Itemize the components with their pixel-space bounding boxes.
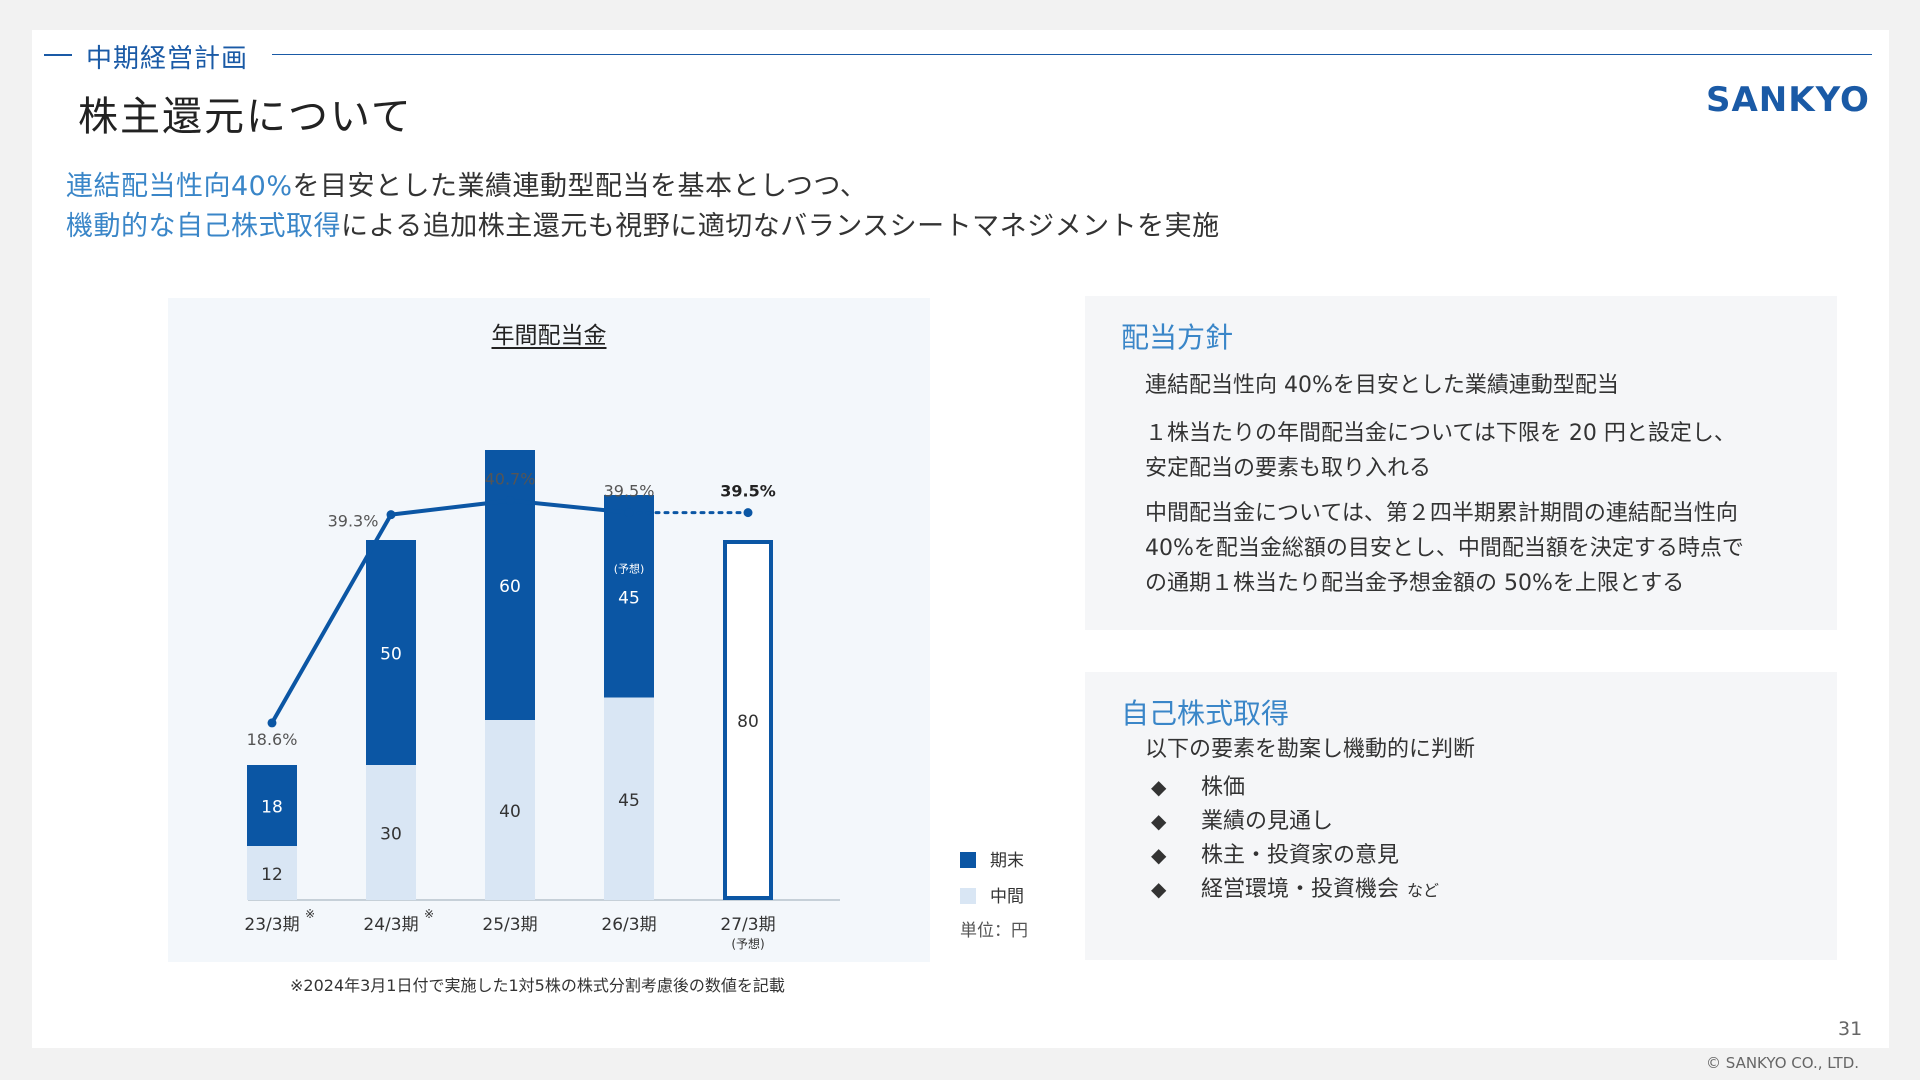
bar-forecast-note: (予想) — [614, 561, 645, 575]
payout-ratio-label: 40.7% — [485, 470, 536, 489]
lead-line-1-highlight: 連結配当性向40% — [66, 171, 293, 202]
chart-title: 年間配当金 — [491, 323, 607, 349]
section-rule-left — [44, 54, 72, 56]
list-item-suffix: など — [1407, 881, 1440, 900]
dividend-policy-p3-line2: 40%を配当金総額の目安とし、中間配当額を決定する時点で — [1145, 536, 1744, 561]
legend-label-mid: 中間 — [990, 887, 1024, 907]
dividend-policy-title: 配当方針 — [1121, 321, 1234, 354]
dividend-policy-point-3: 中間配当金については、第２四半期累計期間の連結配当性向 40%を配当金総額の目安… — [1145, 496, 1744, 601]
x-tick-label: 27/3期 — [720, 915, 775, 935]
sankyo-logo: SANKYO — [1706, 80, 1870, 120]
x-tick-label: 24/3期 — [363, 915, 418, 935]
chart-unit: 単位：円 — [960, 921, 1028, 941]
lead-line-2: 機動的な自己株式取得による追加株主還元も視野に適切なバランスシートマネジメントを… — [66, 204, 1220, 243]
bar-total-forecast-27/3期 — [723, 540, 773, 900]
bar-year-end-24/3期 — [366, 540, 416, 765]
legend-item-end: 期末 — [960, 846, 1024, 871]
payout-ratio-point — [743, 508, 753, 518]
bar-label-interim: 40 — [499, 802, 521, 822]
legend-item-mid: 中間 — [960, 882, 1024, 907]
list-item: ◆ 経営環境・投資機会 など — [1151, 872, 1439, 906]
bar-label-year-end: 60 — [499, 577, 521, 597]
list-item-label: 経営環境・投資機会 — [1201, 877, 1400, 902]
bar-year-end-23/3期 — [247, 765, 297, 846]
dividend-chart-panel: 年間配当金 12 18 23/3期 ※ 30 50 24/3期 ※ 40 60 25/3期 45 45 (… — [168, 298, 930, 962]
list-item: ◆ 株価 — [1151, 770, 1439, 804]
dividend-policy-p3-line1: 中間配当金については、第２四半期累計期間の連結配当性向 — [1145, 501, 1738, 526]
dividend-chart: 12 18 23/3期 ※ 30 50 24/3期 ※ 40 60 25/3期 45 45 (予想) 26/… — [244, 450, 840, 951]
payout-ratio-label: 39.5% — [604, 482, 655, 501]
legend-swatch-mid — [960, 888, 976, 904]
bar-interim-26/3期 — [604, 697, 654, 900]
bar-year-end-26/3期 — [604, 495, 654, 698]
list-item: ◆ 業績の見通し — [1151, 804, 1439, 838]
payout-ratio-point — [267, 718, 277, 728]
chart-footnote: ※2024年3月1日付で実施した1対5株の株式分割考慮後の数値を記載 — [290, 976, 785, 995]
legend-label-end: 期末 — [990, 851, 1024, 871]
x-tick-label: 23/3期 — [244, 915, 299, 935]
payout-ratio-line — [270, 498, 630, 724]
dividend-policy-p2-line1: １株当たりの年間配当金については下限を 20 円と設定し、 — [1145, 421, 1736, 446]
lead-line-2-highlight: 機動的な自己株式取得 — [66, 211, 341, 242]
bar-label-year-end: 50 — [380, 645, 402, 665]
list-item: ◆ 株主・投資家の意見 — [1151, 838, 1439, 872]
list-item-label: 株価 — [1201, 775, 1246, 800]
bar-label-total: 80 — [737, 712, 759, 732]
bar-label-year-end: 18 — [261, 798, 283, 818]
payout-ratio-label: 39.3% — [328, 512, 379, 531]
dividend-policy-p3-line3: の通期１株当たり配当金予想金額の 50%を上限とする — [1145, 571, 1685, 596]
payout-ratio-label: 39.5% — [720, 482, 776, 501]
lead-line-2-text: による追加株主還元も視野に適切なバランスシートマネジメントを実施 — [341, 211, 1220, 242]
bar-label-interim: 12 — [261, 865, 283, 885]
share-buyback-list: ◆ 株価 ◆ 業績の見通し ◆ 株主・投資家の意見 ◆ 経営環境・投資機会 など — [1151, 770, 1439, 906]
diamond-bullet-icon: ◆ — [1151, 877, 1167, 901]
bar-label-year-end: 45 — [618, 588, 640, 608]
dividend-policy-point-2: １株当たりの年間配当金については下限を 20 円と設定し、 安定配当の要素も取り… — [1145, 416, 1736, 486]
x-tick-label: 26/3期 — [601, 915, 656, 935]
x-tick-label: 25/3期 — [482, 915, 537, 935]
x-tick-sublabel: (予想) — [731, 936, 764, 951]
section-label: 中期経営計画 — [86, 44, 249, 74]
dividend-policy-p1: 連結配当性向 40%を目安とした業績連動型配当 — [1145, 373, 1619, 398]
page-title: 株主還元について — [78, 94, 413, 140]
bar-label-interim: 45 — [618, 791, 640, 811]
bar-interim-25/3期 — [485, 720, 535, 900]
list-item-label: 業績の見通し — [1201, 809, 1334, 834]
page-number: 31 — [1838, 1018, 1863, 1040]
lead-line-1: 連結配当性向40%を目安とした業績連動型配当を基本としつつ、 — [66, 164, 867, 203]
bar-label-interim: 30 — [380, 825, 402, 845]
bar-year-end-25/3期 — [485, 450, 535, 720]
share-buyback-intro: 以下の要素を勘案し機動的に判断 — [1145, 737, 1476, 762]
dividend-policy-point-1: 連結配当性向 40%を目安とした業績連動型配当 — [1145, 368, 1619, 403]
bar-interim-23/3期 — [247, 846, 297, 900]
lead-line-1-text: を目安とした業績連動型配当を基本としつつ、 — [292, 171, 868, 202]
payout-ratio-label: 18.6% — [247, 730, 298, 749]
x-tick-mark: ※ — [305, 907, 315, 921]
x-tick-mark: ※ — [424, 907, 434, 921]
payout-ratio-point — [624, 508, 634, 518]
dividend-policy-p2-line2: 安定配当の要素も取り入れる — [1145, 456, 1432, 481]
legend-swatch-end — [960, 852, 976, 868]
share-buyback-title: 自己株式取得 — [1121, 697, 1290, 730]
bar-interim-24/3期 — [366, 765, 416, 900]
diamond-bullet-icon: ◆ — [1151, 775, 1167, 799]
list-item-label: 株主・投資家の意見 — [1201, 843, 1400, 868]
payout-ratio-point — [505, 496, 515, 506]
diamond-bullet-icon: ◆ — [1151, 809, 1167, 833]
copyright: © SANKYO CO., LTD. — [1706, 1054, 1860, 1072]
section-rule-right — [272, 54, 1872, 55]
payout-ratio-point — [386, 510, 396, 520]
dividend-policy-card: 配当方針 連結配当性向 40%を目安とした業績連動型配当 １株当たりの年間配当金… — [1085, 296, 1837, 630]
share-buyback-card: 自己株式取得 以下の要素を勘案し機動的に判断 ◆ 株価 ◆ 業績の見通し ◆ 株主・投… — [1085, 672, 1837, 960]
diamond-bullet-icon: ◆ — [1151, 843, 1167, 867]
